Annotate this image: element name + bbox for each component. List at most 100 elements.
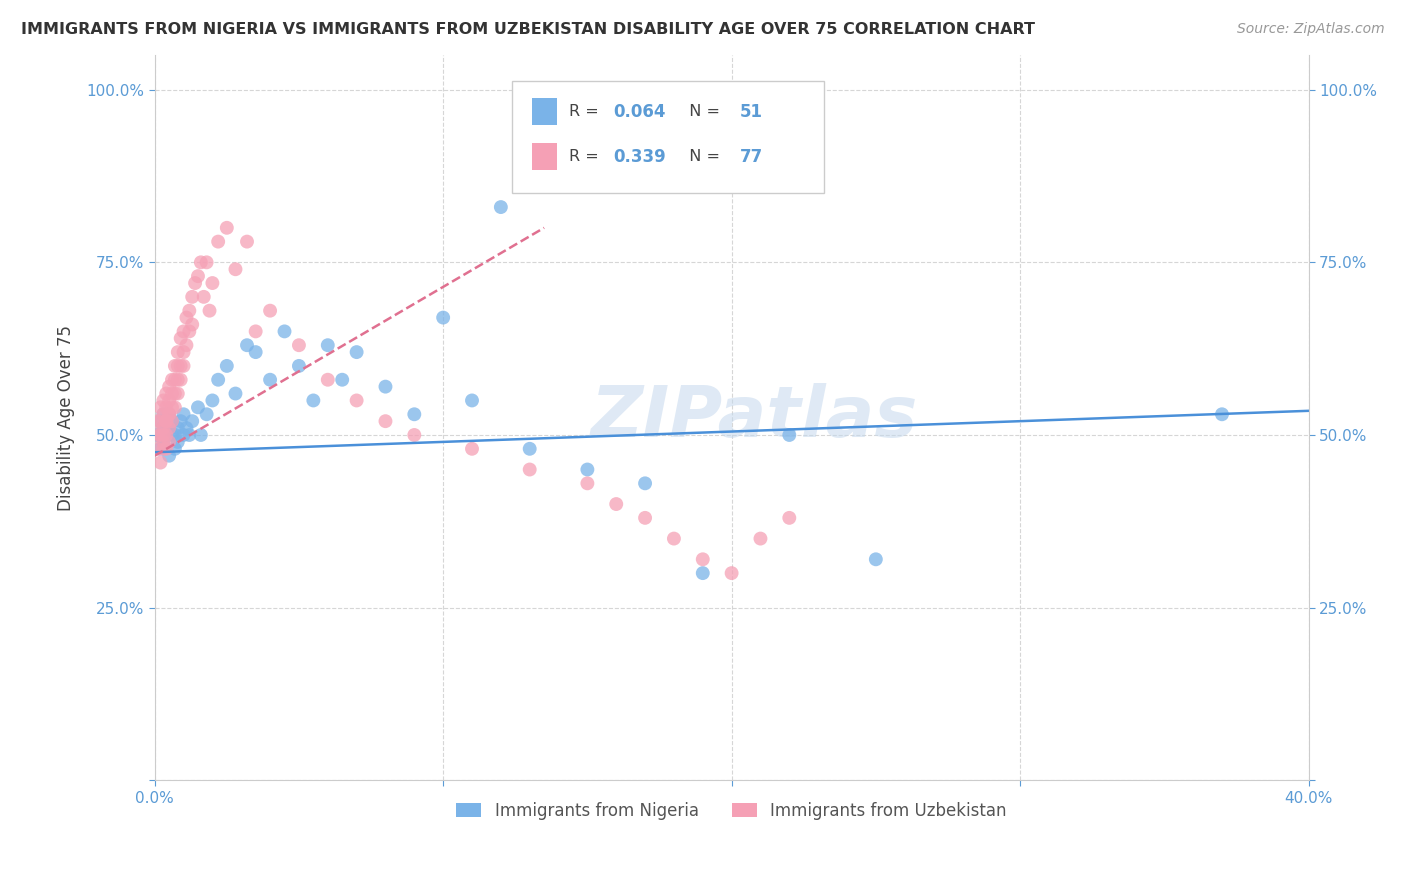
Point: [236, 338, 259, 352]
Point: [169, 414, 191, 428]
Point: [152, 393, 174, 408]
Point: [288, 359, 311, 373]
Text: 51: 51: [740, 103, 762, 120]
Point: [245, 345, 267, 359]
Point: [224, 262, 246, 277]
Point: [173, 428, 195, 442]
Point: [160, 414, 183, 428]
Point: [149, 456, 172, 470]
Point: [778, 428, 800, 442]
Point: [181, 414, 204, 428]
Point: [634, 511, 657, 525]
Point: [152, 407, 174, 421]
Point: [160, 428, 183, 442]
Point: [330, 373, 353, 387]
Point: [404, 407, 426, 421]
Point: [576, 462, 599, 476]
Point: [461, 393, 484, 408]
Point: [146, 442, 169, 456]
Legend: Immigrants from Nigeria, Immigrants from Uzbekistan: Immigrants from Nigeria, Immigrants from…: [450, 795, 1014, 826]
Point: [157, 407, 180, 421]
Point: [302, 393, 325, 408]
Point: [149, 414, 172, 428]
Point: [181, 318, 204, 332]
Point: [259, 373, 281, 387]
Point: [432, 310, 454, 325]
Point: [157, 393, 180, 408]
Point: [184, 276, 207, 290]
Point: [605, 497, 627, 511]
Point: [166, 373, 188, 387]
Point: [155, 428, 177, 442]
Point: [193, 290, 215, 304]
Point: [374, 414, 396, 428]
Y-axis label: Disability Age Over 75: Disability Age Over 75: [58, 325, 75, 511]
Point: [195, 407, 218, 421]
Point: [519, 442, 541, 456]
Point: [519, 462, 541, 476]
Text: N =: N =: [679, 149, 724, 164]
Point: [163, 373, 186, 387]
Point: [169, 359, 191, 373]
Point: [157, 449, 180, 463]
Point: [155, 414, 177, 428]
Point: [187, 401, 209, 415]
Point: [157, 407, 180, 421]
Point: [169, 373, 191, 387]
Point: [259, 303, 281, 318]
Point: [749, 532, 772, 546]
Point: [461, 442, 484, 456]
Point: [181, 290, 204, 304]
Point: [155, 414, 177, 428]
Point: [201, 276, 224, 290]
Point: [155, 442, 177, 456]
Point: [662, 532, 685, 546]
Text: R =: R =: [569, 149, 603, 164]
Point: [146, 428, 169, 442]
Point: [207, 373, 229, 387]
Point: [152, 434, 174, 449]
Point: [179, 325, 201, 339]
Point: [160, 401, 183, 415]
Point: [152, 434, 174, 449]
Point: [346, 345, 368, 359]
Bar: [531, 98, 557, 126]
Point: [404, 428, 426, 442]
Point: [173, 359, 195, 373]
Point: [166, 434, 188, 449]
Bar: [531, 143, 557, 170]
Point: [187, 269, 209, 284]
Point: [155, 428, 177, 442]
Point: [179, 428, 201, 442]
Point: [163, 442, 186, 456]
Point: [316, 373, 339, 387]
Point: [166, 421, 188, 435]
Point: [215, 220, 238, 235]
Text: 0.339: 0.339: [613, 148, 665, 166]
Point: [155, 401, 177, 415]
Point: [157, 407, 180, 421]
Point: [160, 414, 183, 428]
Point: [374, 379, 396, 393]
Point: [176, 421, 198, 435]
Point: [157, 434, 180, 449]
Point: [576, 476, 599, 491]
Point: [865, 552, 887, 566]
Point: [1211, 407, 1233, 421]
Point: [160, 386, 183, 401]
Point: [163, 359, 186, 373]
Point: [720, 566, 742, 581]
Point: [692, 552, 714, 566]
Point: [166, 386, 188, 401]
Point: [152, 442, 174, 456]
Text: N =: N =: [679, 104, 724, 120]
Point: [778, 511, 800, 525]
Point: [160, 373, 183, 387]
Point: [146, 414, 169, 428]
Point: [176, 338, 198, 352]
Point: [157, 421, 180, 435]
Point: [489, 200, 512, 214]
Point: [179, 303, 201, 318]
Point: [155, 386, 177, 401]
Point: [149, 442, 172, 456]
